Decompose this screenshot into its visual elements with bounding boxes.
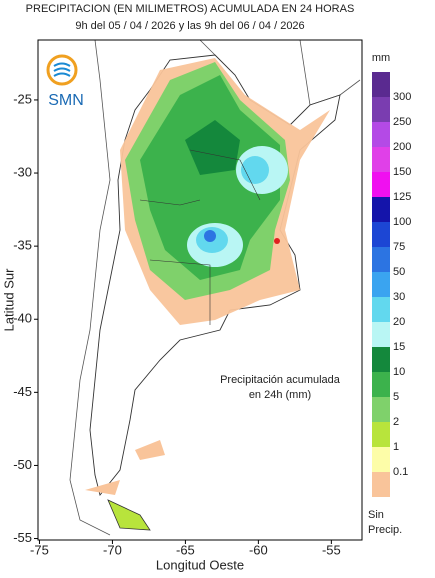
title: PRECIPITACION (EN MILIMETROS) ACUMULADA … — [26, 3, 355, 15]
legend-swatch — [372, 397, 390, 422]
axes: -75 -70 -65 -60 -55 -25 -30 -35 -40 -45 -50 -55 — [13, 91, 341, 557]
legend-swatch — [372, 97, 390, 122]
logo-ring — [46, 54, 78, 86]
legend-label: 10 — [393, 366, 405, 378]
y-tick-label: -30 — [13, 164, 32, 179]
legend-label: 2 — [393, 416, 399, 428]
legend-swatch — [372, 197, 390, 222]
legend-swatch — [372, 322, 390, 347]
map — [37, 39, 363, 541]
rain-area — [140, 75, 280, 280]
map-frame — [37, 39, 363, 541]
legend-swatch — [372, 447, 390, 472]
subtitle: 9h del 05 / 04 / 2026 y las 9h del 06 / … — [75, 20, 304, 32]
x-tick-label: -75 — [30, 542, 49, 557]
station — [274, 238, 280, 244]
legend-label: 15 — [393, 341, 405, 353]
legend-label: 20 — [393, 316, 405, 328]
province-borders — [139, 149, 261, 325]
coastline — [69, 39, 111, 536]
legend-swatch — [372, 172, 390, 197]
legend-label: 30 — [393, 291, 405, 303]
x-axis-label: Longitud Oeste — [156, 557, 244, 572]
x-tick-label: -60 — [249, 542, 268, 557]
x-tick-label: -65 — [176, 542, 195, 557]
legend-swatch — [372, 472, 390, 497]
legend-swatch — [372, 272, 390, 297]
y-tick-label: -35 — [13, 238, 32, 253]
legend-label: 50 — [393, 266, 405, 278]
logo-text: SMN — [48, 92, 84, 109]
legend-swatch — [372, 297, 390, 322]
legend-swatch — [372, 422, 390, 447]
y-axis-label: Latitud Sur — [1, 268, 16, 332]
legend-swatch — [372, 72, 390, 97]
y-tick-label: -45 — [13, 384, 32, 399]
legend-no-precip: Precip. — [368, 524, 402, 536]
annotation: Precipitación acumulada — [220, 374, 341, 386]
legend-label: 5 — [393, 391, 399, 403]
legend-label: 75 — [393, 241, 405, 253]
rain-area — [204, 230, 216, 242]
rain-area — [85, 440, 165, 495]
y-tick-label: -40 — [13, 311, 32, 326]
legend-label: 0.1 — [393, 466, 408, 478]
legend-label: 1 — [393, 441, 399, 453]
logo-waves — [53, 62, 71, 77]
rain-area — [185, 120, 240, 175]
legend-swatch — [372, 247, 390, 272]
x-tick-label: -55 — [322, 542, 341, 557]
y-tick-label: -55 — [13, 530, 32, 545]
legend-unit: mm — [372, 52, 390, 64]
legend-label: 200 — [393, 141, 411, 153]
annotation: en 24h (mm) — [249, 389, 311, 401]
y-tick-label: -25 — [13, 91, 32, 106]
x-tick-label: -70 — [103, 542, 122, 557]
legend-label: 150 — [393, 166, 411, 178]
legend-swatch — [372, 222, 390, 247]
rain-area — [241, 156, 269, 184]
legend-label: 125 — [393, 191, 411, 203]
legend-no-precip: Sin — [368, 509, 384, 521]
legend-label: 300 — [393, 91, 411, 103]
legend-swatch — [372, 122, 390, 147]
legend-swatch — [372, 347, 390, 372]
tierra-del-fuego — [107, 499, 151, 531]
legend-swatch — [372, 147, 390, 172]
legend-label: 250 — [393, 116, 411, 128]
legend-label: 100 — [393, 216, 411, 228]
y-tick-label: -50 — [13, 457, 32, 472]
legend-swatch — [372, 372, 390, 397]
logo: SMN — [46, 54, 84, 109]
